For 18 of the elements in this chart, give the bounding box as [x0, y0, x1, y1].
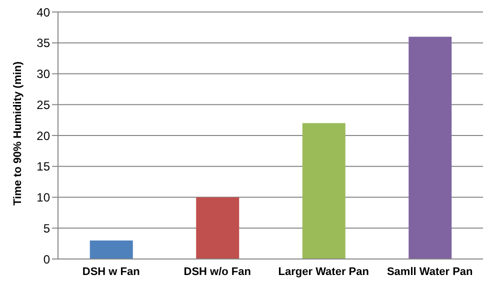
y-tick-label: 35 [36, 36, 50, 50]
x-tick-label: DSH w/o Fan [184, 266, 252, 278]
x-tick-label: DSH w Fan [82, 266, 140, 278]
y-tick-label: 15 [36, 160, 50, 174]
y-tick-label: 40 [36, 5, 50, 20]
x-tick-label: Larger Water Pan [278, 266, 370, 278]
y-tick-label: 10 [36, 190, 50, 205]
y-tick-label: 25 [36, 98, 50, 112]
bar [90, 240, 133, 259]
bar [196, 197, 240, 259]
bar [408, 36, 452, 259]
y-tick-label: 0 [43, 252, 50, 266]
y-tick-label: 30 [36, 67, 50, 82]
bar [302, 123, 346, 259]
y-tick-label: 5 [43, 221, 50, 236]
y-tick-label: 20 [36, 128, 50, 143]
y-axis-title: Time to 90% Humidity (min) [12, 61, 24, 206]
x-tick-label: Samll Water Pan [386, 266, 474, 278]
